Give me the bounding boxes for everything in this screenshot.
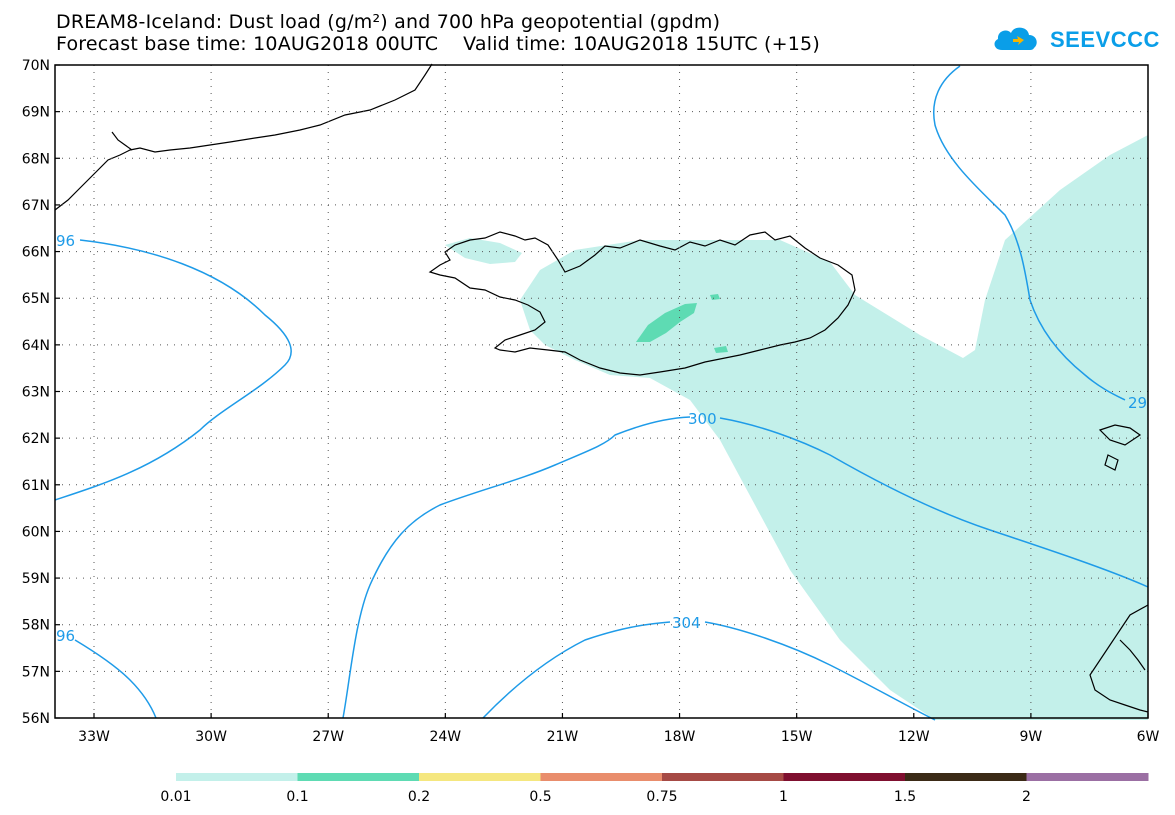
valid-time: Valid time: 10AUG2018 15UTC (+15) <box>463 33 820 55</box>
dust-area-medium-2 <box>710 294 720 300</box>
lon-label: 15W <box>781 729 813 745</box>
lat-label: 70N <box>22 58 50 74</box>
greenland-inlet <box>111 131 133 151</box>
colorbar-swatch <box>1026 773 1149 781</box>
contour-296-west <box>54 239 292 501</box>
colorbar <box>176 773 1149 781</box>
lat-label: 68N <box>22 151 50 167</box>
colorbar-label: 0.75 <box>646 789 677 805</box>
lat-label: 63N <box>22 385 50 401</box>
dust-area-light <box>520 135 1148 720</box>
lon-label: 30W <box>195 729 227 745</box>
lat-label: 60N <box>22 524 50 540</box>
colorbar-label: 0.01 <box>160 789 191 805</box>
lat-label: 67N <box>22 198 50 214</box>
colorbar-swatch <box>297 773 420 781</box>
axis-ticks <box>55 64 1149 719</box>
contour-label-96-west: 96 <box>56 232 75 250</box>
lon-label: 6W <box>1137 729 1160 745</box>
lon-label: 24W <box>429 729 461 745</box>
colorbar-label: 1 <box>779 789 788 805</box>
colorbar-swatch <box>176 773 298 781</box>
scotland-coast-2 <box>1119 639 1146 671</box>
contour-label-300: 300 <box>688 410 717 428</box>
faroe-coast-2 <box>1104 454 1119 471</box>
lon-label: 9W <box>1020 729 1043 745</box>
lon-label: 21W <box>547 729 579 745</box>
latitude-labels: 70N 69N 68N 67N 66N 65N 64N 63N 62N 61N 60N 59N 58N 5… <box>22 58 50 727</box>
lat-label: 64N <box>22 338 50 354</box>
contour-label-304: 304 <box>672 614 701 632</box>
lat-label: 61N <box>22 478 50 494</box>
lon-label: 12W <box>898 729 930 745</box>
colorbar-label: 2 <box>1022 789 1031 805</box>
colorbar-swatch <box>662 773 784 781</box>
lat-label: 69N <box>22 105 50 121</box>
dust-shading <box>445 135 1148 720</box>
lon-label: 18W <box>664 729 696 745</box>
contour-300 <box>342 416 1149 719</box>
colorbar-swatch <box>905 773 1027 781</box>
faroe-coast <box>1098 424 1142 446</box>
lat-label: 59N <box>22 571 50 587</box>
forecast-base-time: Forecast base time: 10AUG2018 00UTC <box>56 33 439 55</box>
lon-label: 33W <box>78 729 110 745</box>
greenland-coastline <box>54 63 433 211</box>
lat-label: 58N <box>22 618 50 634</box>
coastlines <box>54 63 1149 713</box>
lat-label: 57N <box>22 664 50 680</box>
cloud-logo-icon <box>994 27 1037 50</box>
dust-area-light-nw <box>445 238 522 264</box>
lat-label: 66N <box>22 245 50 261</box>
lat-label: 62N <box>22 431 50 447</box>
colorbar-swatch <box>419 773 541 781</box>
contour-296-sw <box>74 639 157 719</box>
contour-label-96-sw: 96 <box>56 627 75 645</box>
dust-area-medium-3 <box>714 346 728 353</box>
iceland-coastline <box>428 231 856 376</box>
dust-area-medium <box>636 303 697 342</box>
graticule <box>55 65 1148 718</box>
colorbar-labels: 0.01 0.1 0.2 0.5 0.75 1 1.5 2 <box>160 789 1031 805</box>
contour-304 <box>482 621 936 721</box>
forecast-times: Forecast base time: 10AUG2018 00UTC Vali… <box>56 34 820 54</box>
colorbar-label: 0.5 <box>529 789 551 805</box>
colorbar-swatch <box>783 773 906 781</box>
colorbar-swatch <box>540 773 663 781</box>
colorbar-label: 1.5 <box>894 789 916 805</box>
contour-29-east <box>933 65 1126 401</box>
geopotential-contours <box>54 65 1149 721</box>
map-title: DREAM8-Iceland: Dust load (g/m²) and 700… <box>56 11 721 33</box>
longitude-labels: 33W 30W 27W 24W 21W 18W 15W 12W 9W 6W <box>78 729 1159 745</box>
logo-text: SEEVCCC <box>1050 27 1160 52</box>
colorbar-label: 0.2 <box>408 789 430 805</box>
lat-label: 56N <box>22 711 50 727</box>
contour-label-29-east: 29 <box>1128 394 1147 412</box>
lat-label: 65N <box>22 291 50 307</box>
colorbar-label: 0.1 <box>286 789 308 805</box>
scotland-coast <box>1089 604 1149 713</box>
lon-label: 27W <box>312 729 344 745</box>
